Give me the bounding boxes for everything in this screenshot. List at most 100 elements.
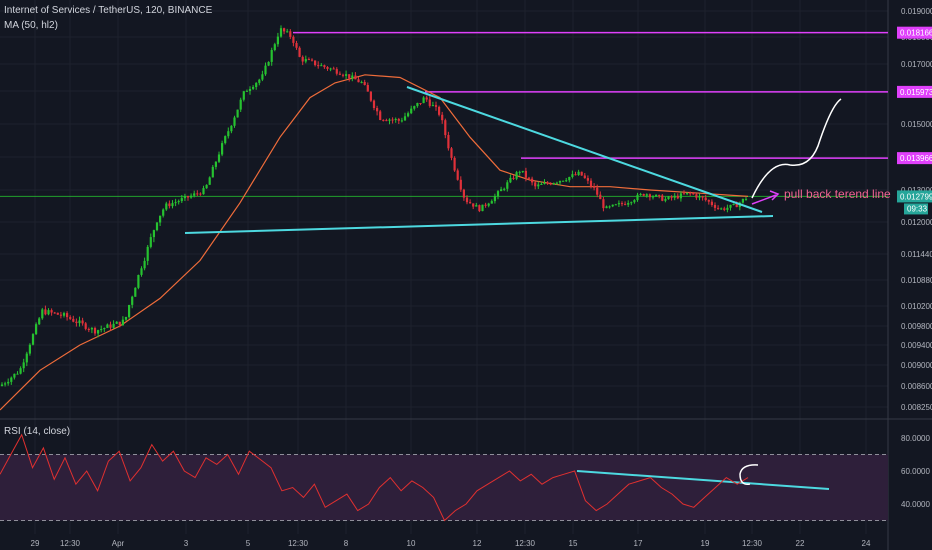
candle-body — [580, 171, 583, 176]
x-tick-label: 22 — [796, 539, 805, 548]
candle-body — [10, 377, 13, 382]
candle-body — [639, 194, 642, 195]
ma-legend[interactable]: MA (50, hl2) — [4, 20, 58, 31]
resistance-trendline — [406, 86, 763, 213]
candle-body — [348, 74, 351, 79]
candle-body — [496, 191, 500, 197]
candle-body — [351, 75, 354, 79]
candle-body — [35, 324, 38, 335]
candle-body — [326, 67, 329, 69]
candle-body — [128, 305, 131, 318]
rsi-trendline — [576, 470, 830, 490]
candle-body — [115, 321, 118, 324]
candle-body — [134, 287, 137, 297]
candle-body — [75, 321, 78, 323]
candle-body — [50, 310, 53, 313]
candle-body — [245, 90, 248, 92]
candle-body — [56, 312, 59, 315]
candle-body — [732, 204, 735, 205]
symbol-title[interactable]: Internet of Services / TetherUS, 120, BI… — [4, 5, 213, 16]
candle-body — [487, 203, 490, 206]
candle-body — [524, 170, 527, 178]
candle-body — [456, 170, 459, 180]
y-axis[interactable]: 0.0190000.0180000.0170000.0160000.015000… — [897, 7, 932, 509]
candle-body — [686, 192, 689, 194]
candle-body — [84, 323, 87, 329]
candle-body — [472, 203, 475, 207]
candles — [0, 25, 748, 387]
candle-body — [124, 317, 128, 320]
candle-body — [168, 203, 171, 207]
candle-body — [410, 108, 413, 114]
rsi-legend[interactable]: RSI (14, close) — [4, 426, 71, 437]
candle-body — [345, 74, 348, 76]
candle-body — [286, 31, 289, 33]
candle-body — [109, 324, 112, 328]
candle-body — [177, 201, 180, 203]
countdown-badge — [904, 203, 928, 215]
x-axis[interactable]: 29 12:30 Apr 3 5 12:30 8 10 12 12:30 15 17 19 12:30 22… — [31, 539, 871, 548]
candle-body — [698, 196, 701, 198]
candle-body — [335, 69, 338, 74]
candle-body — [469, 202, 472, 204]
candle-body — [227, 131, 230, 137]
candle-body — [317, 65, 320, 67]
candle-body — [87, 329, 90, 330]
x-tick-label: Apr — [112, 539, 125, 548]
candle-body — [304, 59, 307, 62]
candle-body — [66, 313, 69, 318]
candle-body — [310, 59, 314, 61]
candle-body — [434, 105, 438, 107]
candle-body — [723, 208, 726, 210]
rsi-tick-label: 60.0000 — [901, 467, 930, 476]
x-tick-label: 17 — [634, 539, 643, 548]
candle-body — [735, 204, 738, 208]
candle-body — [193, 193, 196, 196]
candle-body — [726, 207, 729, 210]
candle-body — [224, 136, 227, 144]
level-price-badge — [897, 26, 932, 39]
candle-body — [382, 119, 385, 121]
y-tick-label: 0.017000 — [901, 60, 932, 69]
candle-body — [16, 373, 19, 375]
candle-body — [490, 201, 493, 204]
candle-body — [558, 180, 562, 183]
last-price-badge — [897, 190, 932, 203]
candle-body — [692, 192, 695, 195]
candle-body — [208, 177, 211, 185]
annotation-arrowhead — [769, 190, 780, 201]
candle-body — [149, 237, 152, 247]
candle-body — [407, 113, 410, 117]
candle-body — [320, 65, 323, 67]
candle-body — [137, 275, 140, 288]
candle-body — [704, 197, 707, 200]
candle-body — [503, 188, 506, 190]
candle-body — [642, 194, 645, 196]
candle-body — [481, 204, 484, 212]
candle-body — [186, 196, 190, 198]
candle-body — [41, 309, 44, 319]
level-price-label: 0.018166 — [900, 29, 932, 38]
candle-body — [707, 200, 710, 202]
candle-body — [258, 79, 261, 83]
candle-body — [648, 194, 651, 198]
x-tick-label: 12:30 — [288, 539, 309, 548]
candle-body — [521, 170, 524, 172]
y-tick-label: 0.009000 — [901, 361, 932, 370]
candle-body — [459, 179, 462, 190]
candle-body — [425, 97, 428, 100]
candle-body — [450, 148, 453, 158]
x-tick-label: 29 — [31, 539, 40, 548]
candle-body — [744, 198, 748, 200]
candle-body — [701, 196, 704, 198]
candle-body — [583, 175, 586, 179]
candle-body — [121, 319, 124, 326]
candle-body — [372, 100, 376, 108]
candle-body — [413, 106, 416, 109]
candle-body — [664, 199, 667, 201]
candle-body — [140, 268, 143, 275]
candle-body — [555, 182, 558, 184]
y-tick-label: 0.012000 — [901, 218, 932, 227]
x-tick-label: 10 — [407, 539, 416, 548]
